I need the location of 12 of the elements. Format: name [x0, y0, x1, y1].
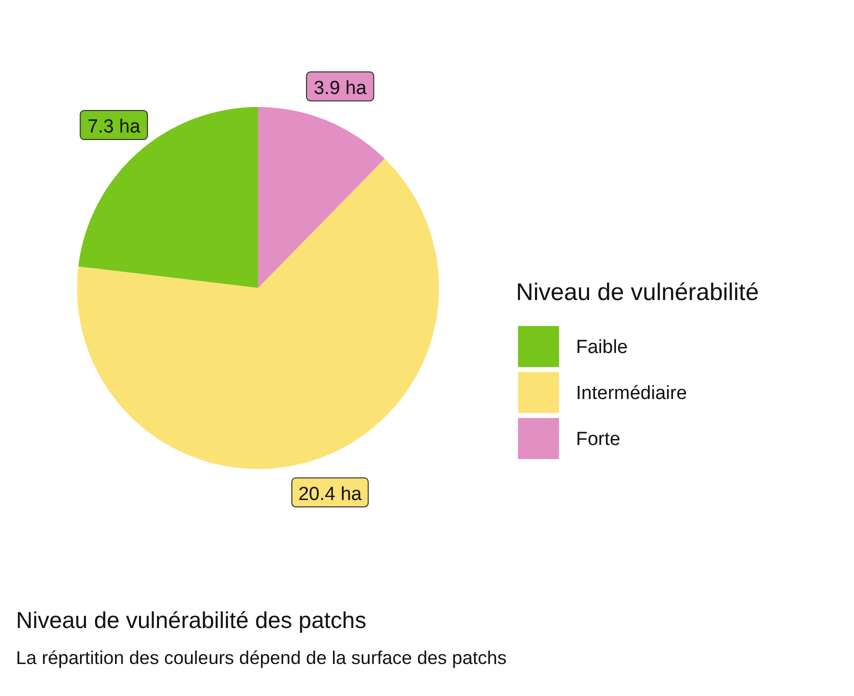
- legend-label: Forte: [576, 429, 620, 450]
- data-label: 3.9 ha: [314, 78, 367, 99]
- legend-title: Niveau de vulnérabilité: [516, 279, 759, 306]
- data-label: 7.3 ha: [87, 116, 141, 138]
- pie-slice: [78, 107, 258, 288]
- legend-label: Intermédiaire: [576, 383, 687, 404]
- pie-slice: [77, 158, 439, 469]
- data-label: 20.4 ha: [298, 484, 362, 505]
- text: Niveau de vulnérabilité des patchs: [16, 607, 366, 633]
- text: La répartition des couleurs dépend de la surface des patchs: [16, 647, 507, 668]
- pie-slice: [258, 107, 385, 288]
- legend-label: Faible: [576, 337, 628, 358]
